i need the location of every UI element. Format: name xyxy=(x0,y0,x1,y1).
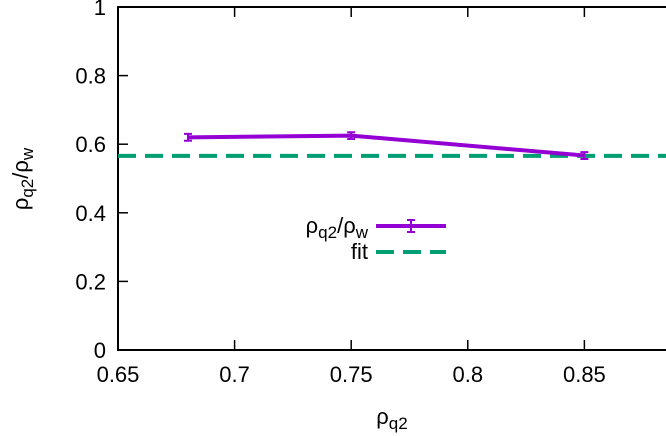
series-line xyxy=(187,133,585,158)
y-axis-label: ρq2/ρw xyxy=(8,147,37,210)
label-part: /ρ xyxy=(8,160,33,179)
y-tick-label: 0.6 xyxy=(75,132,106,157)
label-subscript: q2 xyxy=(18,179,37,198)
error-bar xyxy=(580,151,589,160)
legend-errorbar xyxy=(407,219,415,233)
legend-label: fit xyxy=(351,239,368,264)
label-part: ρ xyxy=(376,404,389,429)
label-part: /ρ xyxy=(337,213,356,238)
y-tick-label: 1 xyxy=(94,0,106,20)
error-bar xyxy=(347,131,356,141)
y-tick-label: 0.2 xyxy=(75,269,106,294)
label-subscript: w xyxy=(355,223,369,242)
x-tick-label: 0.7 xyxy=(219,362,250,387)
x-axis-label: ρq2 xyxy=(376,404,407,433)
label-subscript: q2 xyxy=(318,223,337,242)
x-tick-label: 0.75 xyxy=(330,362,373,387)
x-tick-label: 0.85 xyxy=(563,362,606,387)
label-part: ρ xyxy=(8,198,33,211)
legend-label: ρq2/ρw xyxy=(306,213,369,242)
axis-frame xyxy=(117,6,666,351)
y-tick-label: 0.4 xyxy=(75,201,106,226)
x-tick-label: 0.8 xyxy=(452,362,483,387)
label-part: ρ xyxy=(306,213,319,238)
y-tick-label: 0.8 xyxy=(75,64,106,89)
label-subscript: q2 xyxy=(389,414,408,433)
x-tick-label: 0.65 xyxy=(97,362,140,387)
label-subscript: w xyxy=(18,147,37,161)
y-tick-label: 0 xyxy=(94,338,106,363)
error-bar xyxy=(183,132,192,142)
